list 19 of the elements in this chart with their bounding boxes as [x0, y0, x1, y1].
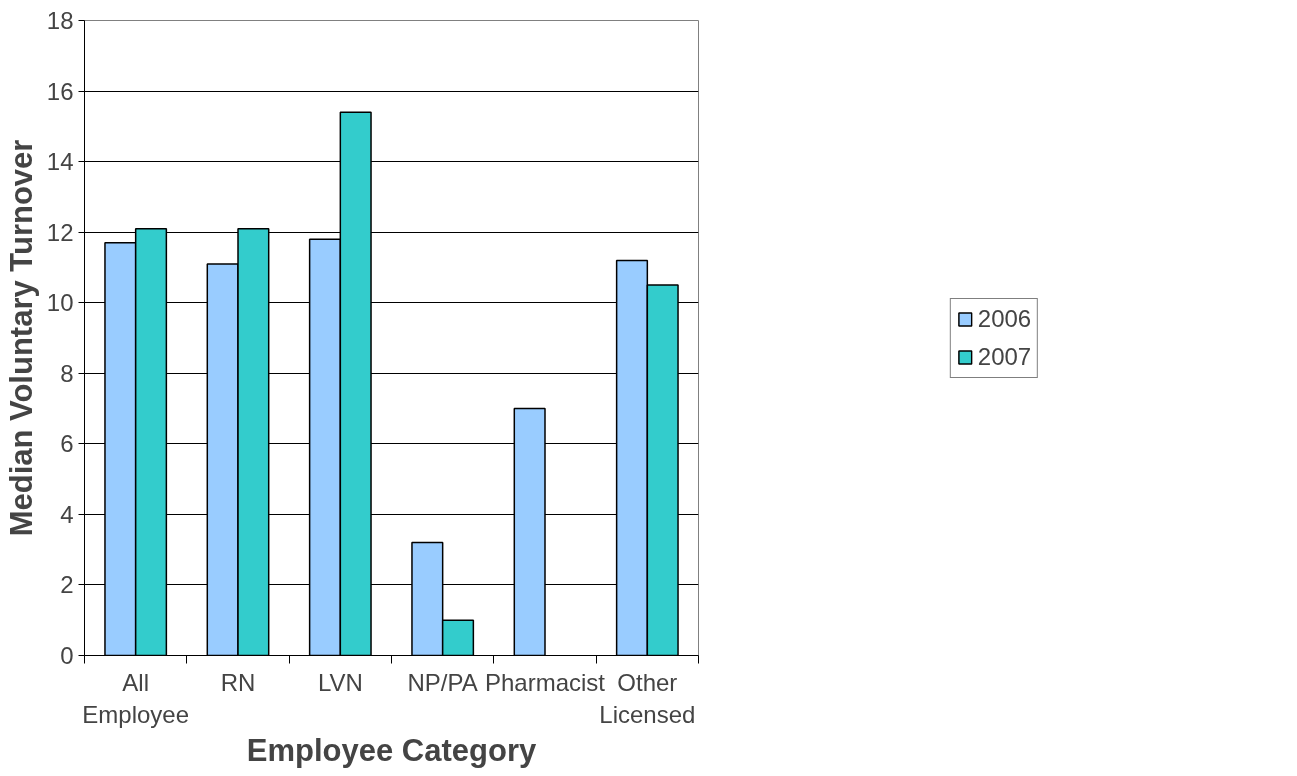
- x-axis-title: Employee Category: [246, 732, 537, 768]
- y-tick-label: 8: [60, 359, 74, 387]
- x-tick-label: NP/PA: [407, 668, 478, 696]
- y-axis-title: Median Voluntary Turnover: [3, 139, 39, 537]
- y-tick-label: 4: [60, 500, 74, 528]
- x-tick-label: Pharmacist: [484, 668, 606, 696]
- y-tick-label: 0: [60, 642, 74, 669]
- x-tick-label: All Employee: [82, 668, 190, 728]
- y-tick-label: 6: [60, 430, 74, 458]
- y-tick-label: 18: [46, 7, 74, 34]
- y-tick-label: 2: [60, 571, 74, 599]
- y-tick-label: 10: [46, 289, 74, 317]
- y-tick-label: 12: [46, 218, 74, 246]
- x-tick-label: RN: [220, 668, 256, 696]
- y-tick-label: 16: [46, 77, 74, 105]
- y-tick-label: 14: [46, 148, 74, 176]
- legend-label: 2007: [977, 342, 1032, 371]
- legend-label: 2006: [977, 304, 1032, 333]
- x-tick-label: LVN: [317, 668, 363, 696]
